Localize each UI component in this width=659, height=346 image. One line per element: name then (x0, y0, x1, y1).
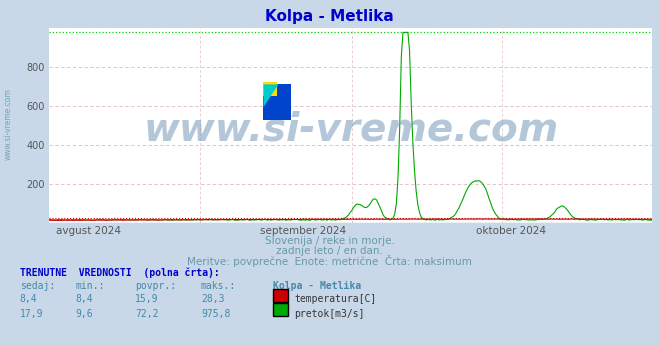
Bar (264, 84, 291, 120)
Text: min.:: min.: (76, 281, 105, 291)
Text: maks.:: maks.: (201, 281, 236, 291)
Text: 8,4: 8,4 (76, 294, 94, 304)
Text: www.si-vreme.com: www.si-vreme.com (143, 110, 559, 148)
Text: povpr.:: povpr.: (135, 281, 176, 291)
Text: Slovenija / reke in morje.: Slovenija / reke in morje. (264, 236, 395, 246)
Text: www.si-vreme.com: www.si-vreme.com (3, 89, 13, 161)
Text: oktober 2024: oktober 2024 (476, 226, 546, 236)
Text: 28,3: 28,3 (201, 294, 225, 304)
Text: 975,8: 975,8 (201, 309, 231, 319)
Bar (264, 82, 277, 96)
Text: Meritve: povprečne  Enote: metrične  Črta: maksimum: Meritve: povprečne Enote: metrične Črta:… (187, 255, 472, 267)
Text: 9,6: 9,6 (76, 309, 94, 319)
Text: pretok[m3/s]: pretok[m3/s] (295, 309, 365, 319)
Text: september 2024: september 2024 (260, 226, 346, 236)
Text: 15,9: 15,9 (135, 294, 159, 304)
Text: zadnje leto / en dan.: zadnje leto / en dan. (276, 246, 383, 256)
Text: TRENUTNE  VREDNOSTI  (polna črta):: TRENUTNE VREDNOSTI (polna črta): (20, 268, 219, 278)
Text: 72,2: 72,2 (135, 309, 159, 319)
Text: Kolpa - Metlika: Kolpa - Metlika (273, 281, 362, 291)
Polygon shape (264, 84, 278, 107)
Text: 8,4: 8,4 (20, 294, 38, 304)
Text: sedaj:: sedaj: (20, 281, 55, 291)
Text: temperatura[C]: temperatura[C] (295, 294, 377, 304)
Text: Kolpa - Metlika: Kolpa - Metlika (265, 9, 394, 24)
Text: 17,9: 17,9 (20, 309, 43, 319)
Text: avgust 2024: avgust 2024 (57, 226, 121, 236)
